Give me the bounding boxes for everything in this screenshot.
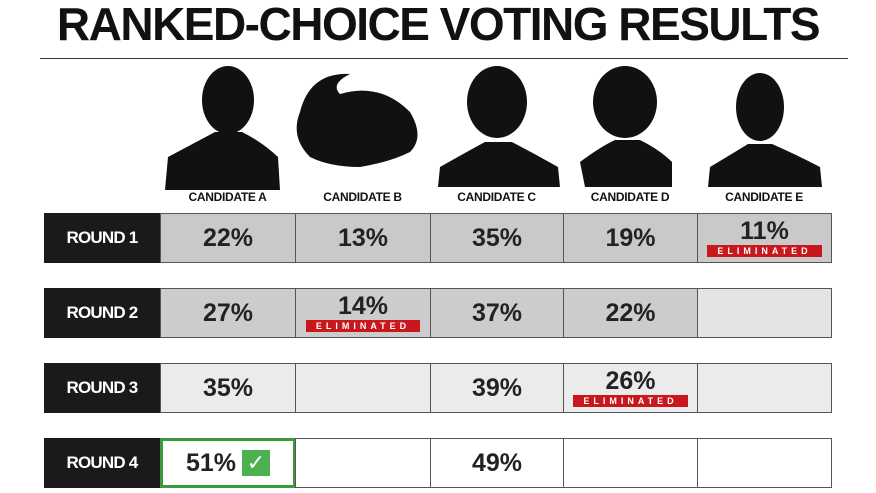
result-cell: 13% (295, 213, 431, 263)
silhouettes (165, 66, 822, 190)
result-cell: 22% (563, 288, 698, 338)
vote-share: 22% (202, 224, 254, 252)
value-row: 22% (605, 299, 656, 327)
result-cell: 35% (430, 213, 564, 263)
vote-share: 14% (337, 292, 389, 320)
round-label: ROUND 2 (44, 288, 160, 338)
round-label: ROUND 4 (44, 438, 160, 488)
title: RANKED-CHOICE VOTING RESULTS (56, 0, 821, 50)
result-cell: 19% (563, 213, 698, 263)
result-cell: 27% (160, 288, 296, 338)
result-cell: 49% (430, 438, 564, 488)
result-cell (697, 363, 832, 413)
round-label: ROUND 3 (44, 363, 160, 413)
candidate-name: CANDIDATE E (725, 190, 803, 204)
result-cell (697, 288, 832, 338)
result-cell: 26% ELIMINATED (563, 363, 698, 413)
result-cell: 22% (160, 213, 296, 263)
vote-share: 51% (185, 449, 237, 477)
candidate-name: CANDIDATE B (323, 190, 402, 204)
vote-share: 26% (605, 367, 656, 395)
value-row: 49% (471, 449, 523, 477)
result-cell: 39% (430, 363, 564, 413)
vote-share: 37% (471, 299, 523, 327)
value-row: 51% ✓ (185, 449, 271, 477)
value-row: 22% (202, 224, 254, 252)
candidate-name: CANDIDATE D (590, 190, 670, 204)
vote-share: 11% (740, 217, 789, 245)
value-row: 37% (471, 299, 523, 327)
eliminated-badge: ELIMINATED (573, 395, 688, 407)
value-row: 19% (605, 224, 656, 252)
eliminated-badge: ELIMINATED (707, 245, 822, 257)
result-cell: 11% ELIMINATED (697, 213, 832, 263)
result-cell (697, 438, 832, 488)
value-row: 35% (471, 224, 523, 252)
vote-share: 19% (605, 224, 656, 252)
value-row: 27% (202, 299, 254, 327)
value-row: 39% (471, 374, 523, 402)
result-cell: 51% ✓ (160, 438, 296, 488)
vote-share: 27% (202, 299, 254, 327)
value-row: 13% (337, 224, 389, 252)
candidate-name: CANDIDATE A (188, 190, 267, 204)
value-row: 26% (605, 367, 656, 395)
vote-share: 13% (337, 224, 389, 252)
eliminated-badge: ELIMINATED (305, 320, 421, 332)
vote-share: 35% (471, 224, 523, 252)
candidate-name: CANDIDATE C (457, 190, 536, 204)
result-cell (295, 363, 431, 413)
result-cell: 14% ELIMINATED (295, 288, 431, 338)
value-row: 11% (740, 217, 789, 245)
vote-share: 39% (471, 374, 523, 402)
result-cell (563, 438, 698, 488)
vote-share: 35% (202, 374, 254, 402)
value-row: 14% (337, 292, 389, 320)
result-cell: 35% (160, 363, 296, 413)
title-rule (40, 58, 848, 59)
winner-check: ✓ (242, 450, 271, 476)
vote-share: 22% (605, 299, 656, 327)
value-row: 35% (202, 374, 254, 402)
result-cell: 37% (430, 288, 564, 338)
vote-share: 49% (471, 449, 523, 477)
round-label: ROUND 1 (44, 213, 160, 263)
result-cell (295, 438, 431, 488)
